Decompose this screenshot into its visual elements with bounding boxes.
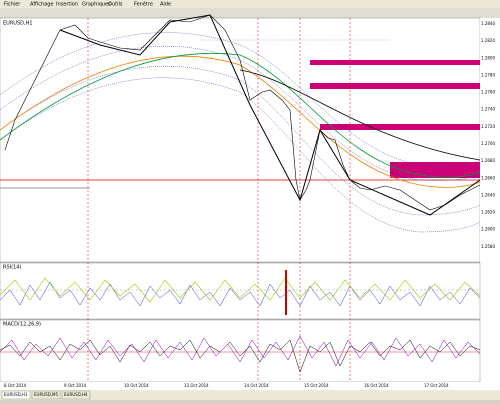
indicator-panel (0, 319, 481, 383)
menu-item[interactable]: Graphiques (82, 2, 111, 8)
tab-label[interactable]: EURUSD,H1 (4, 392, 28, 397)
price-label: 1.2780 (481, 72, 495, 77)
price-label: 1.2720 (481, 124, 495, 129)
menu-item[interactable]: Outils (108, 2, 123, 8)
menu-item[interactable]: Fenêtre (134, 1, 153, 8)
tab[interactable] (31, 390, 61, 400)
panel-label: RSI(14) (3, 265, 21, 271)
labels: Fichier Affichage Insertion GraphiquesOutil… (1, 1, 495, 400)
price-label: 1.2700 (481, 141, 495, 146)
tab-label[interactable]: EURUSD,M5 (34, 392, 59, 397)
toolbar (0, 8, 500, 18)
price-label: 1.2660 (481, 175, 495, 180)
time-label: 10 Oct 2014 (124, 383, 149, 388)
price-label: 1.2680 (481, 158, 495, 163)
indicator-panel (0, 262, 481, 320)
menu-bar (0, 0, 500, 8)
time-label: 15 Oct 2014 (304, 383, 329, 388)
price-label: 1.2800 (481, 55, 495, 60)
time-label: 13 Oct 2014 (184, 383, 209, 388)
time-label: 16 Oct 2014 (364, 383, 389, 388)
price-label: 1.2620 (481, 210, 495, 215)
chart-header: EURUSD,H1 (3, 21, 33, 27)
price-label: 1.2580 (481, 244, 495, 249)
price-label: 1.2840 (481, 21, 495, 26)
main-chart (0, 17, 481, 263)
menu-item[interactable]: Aide (160, 2, 171, 8)
time-label: 8 Oct 2014 (4, 383, 27, 388)
price-label: 1.2820 (481, 38, 495, 43)
menu-item[interactable]: Affichage (30, 2, 54, 8)
time-label: 17 Oct 2014 (424, 383, 449, 388)
tab[interactable] (1, 390, 31, 400)
price-scale (480, 18, 500, 382)
chart-drawings (0, 14, 481, 382)
time-axis (0, 382, 500, 390)
price-label: 1.2740 (481, 107, 495, 112)
tab-bar (0, 390, 500, 400)
price-label: 1.2600 (481, 227, 495, 232)
tab[interactable] (61, 390, 91, 400)
price-label: 1.2640 (481, 192, 495, 197)
menu-item[interactable]: Insertion (56, 2, 78, 8)
panel-label: MACD(12,26,9) (3, 322, 41, 328)
tab-label[interactable]: EURUSD,H4 (64, 392, 88, 397)
time-label: 9 Oct 2014 (64, 383, 87, 388)
menu-item[interactable]: Fichier (4, 2, 21, 8)
price-label: 1.2760 (481, 90, 495, 95)
time-label: 14 Oct 2014 (244, 383, 269, 388)
